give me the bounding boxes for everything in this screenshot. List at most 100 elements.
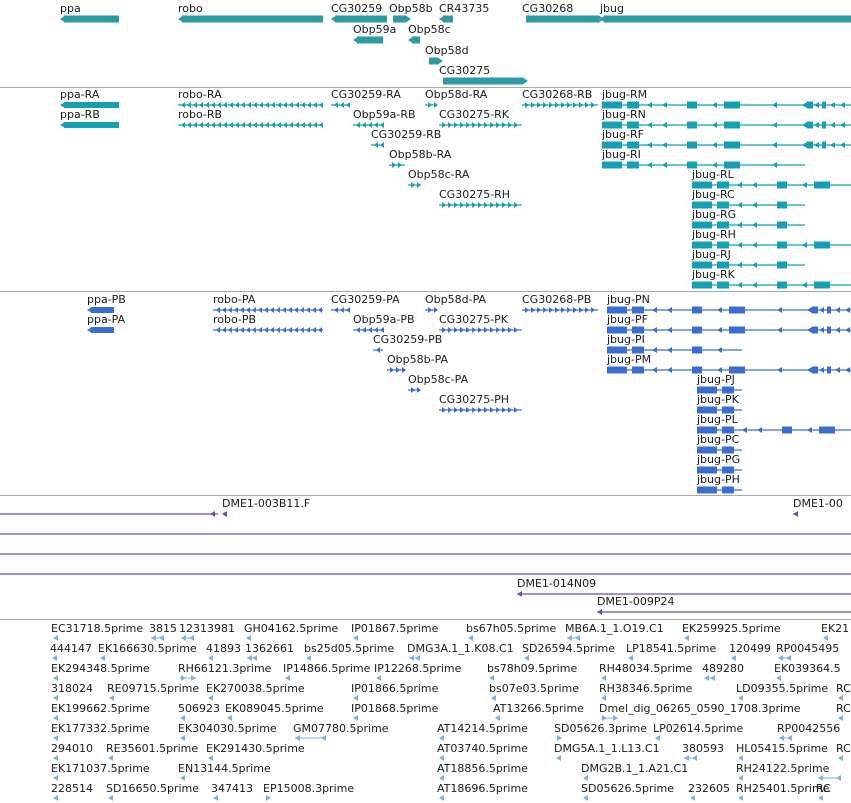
gene-obp58d[interactable]: Obp58d	[425, 44, 469, 65]
protein-robo-pb[interactable]: robo-PB	[213, 313, 323, 333]
transcript-jbug-rc[interactable]: jbug-RC	[691, 188, 805, 209]
protein-robo-pa[interactable]: robo-PA	[213, 293, 323, 313]
clone-dme1-014n09[interactable]: DME1-014N09	[517, 577, 851, 597]
gene-cr43735[interactable]: CR43735	[439, 2, 489, 23]
transcript-jbug-ri[interactable]: jbug-RI	[601, 148, 805, 169]
est-sd05626-5prime[interactable]: SD05626.5prime	[581, 782, 674, 801]
clone-dme1-003b11-f[interactable]: DME1-003B11.F	[0, 497, 310, 517]
est-sd05626-3prime[interactable]: SD05626.3prime	[554, 722, 647, 741]
est-at03740-5prime[interactable]: AT03740.5prime	[437, 742, 528, 761]
est-ep15008-3prime[interactable]: EP15008.3prime	[263, 782, 354, 801]
protein-jbug-pg[interactable]: jbug-PG	[696, 453, 742, 474]
transcript-cg30268-rb[interactable]: CG30268-RB	[522, 88, 598, 108]
est-bs67h05-5prime[interactable]: bs67h05.5prime	[466, 622, 556, 641]
transcript-cg30259-rb[interactable]: CG30259-RB	[371, 128, 441, 148]
est-gh04162-5prime[interactable]: GH04162.5prime	[244, 622, 339, 641]
protein-obp58d-pa[interactable]: Obp58d-PA	[425, 293, 487, 313]
est-ek039364-5[interactable]: EK039364.5	[774, 662, 841, 681]
est-ip01868-5prime[interactable]: IP01868.5prime	[351, 702, 439, 721]
transcript-robo-rb[interactable]: robo-RB	[178, 108, 323, 128]
protein-obp58b-pa[interactable]: Obp58b-PA	[387, 353, 449, 373]
est-ek21[interactable]: EK21	[821, 622, 849, 641]
est-ek171037-5prime[interactable]: EK171037.5prime	[51, 762, 150, 781]
protein-jbug-pl[interactable]: jbug-PL	[696, 413, 851, 434]
est-120499[interactable]: 120499	[729, 642, 771, 661]
est-re09715-5prime[interactable]: RE09715.5prime	[107, 682, 199, 701]
est-ek166630-5prime[interactable]: EK166630.5prime	[98, 642, 197, 661]
est-ek294348-5prime[interactable]: EK294348.5prime	[51, 662, 150, 681]
est-ek089045-5prime[interactable]: EK089045.5prime	[225, 702, 324, 721]
transcript-jbug-rf[interactable]: jbug-RF	[601, 128, 851, 149]
est-rc[interactable]: RC	[836, 742, 851, 761]
gene-cg30275[interactable]: CG30275	[439, 64, 528, 85]
est-ek177332-5prime[interactable]: EK177332.5prime	[51, 722, 150, 741]
est-ek304030-5prime[interactable]: EK304030.5prime	[178, 722, 277, 741]
protein-cg30275-ph[interactable]: CG30275-PH	[439, 393, 522, 413]
protein-jbug-pn[interactable]: jbug-PN	[606, 293, 851, 314]
transcript-jbug-rl[interactable]: jbug-RL	[691, 168, 851, 189]
est-3815[interactable]: 3815	[149, 622, 177, 641]
gene-jbug[interactable]: jbug	[599, 2, 851, 23]
transcript-ppa-rb[interactable]: ppa-RB	[60, 108, 119, 128]
est-read[interactable]	[818, 775, 841, 781]
est-mb6a-1-1-o19-c1[interactable]: MB6A.1_1.O19.C1	[565, 622, 664, 641]
protein-jbug-pm[interactable]: jbug-PM	[606, 353, 851, 374]
transcript-obp58d-ra[interactable]: Obp58d-RA	[425, 88, 488, 108]
gene-cg30259[interactable]: CG30259	[331, 2, 387, 23]
est-12313981[interactable]: 12313981	[179, 622, 235, 641]
protein-ppa-pa[interactable]: ppa-PA	[87, 313, 126, 333]
est-41893[interactable]: 41893	[206, 642, 241, 661]
est-ek199662-5prime[interactable]: EK199662.5prime	[51, 702, 150, 721]
est-bs78h09-5prime[interactable]: bs78h09.5prime	[487, 662, 577, 681]
est-ip12268-5prime[interactable]: IP12268.5prime	[374, 662, 462, 681]
est-rh24122-5prime[interactable]: RH24122.5prime	[736, 762, 830, 781]
transcript-cg30259-ra[interactable]: CG30259-RA	[331, 88, 401, 108]
est-228514[interactable]: 228514	[51, 782, 93, 801]
est-dmel-dig-06265-0590-1708-3prime[interactable]: Dmel_dig_06265_0590_1708.3prime	[599, 702, 801, 721]
est-1362661[interactable]: 1362661	[245, 642, 294, 661]
est-rh48034-5prime[interactable]: RH48034.5prime	[599, 662, 693, 681]
est-bs07e03-5prime[interactable]: bs07e03.5prime	[489, 682, 579, 701]
protein-cg30259-pb[interactable]: CG30259-PB	[373, 333, 442, 353]
transcript-jbug-rj[interactable]: jbug-RJ	[691, 248, 805, 269]
est-rh66121-3prime[interactable]: RH66121.3prime	[178, 662, 272, 681]
est-dmg2b-1-1-a21-c1[interactable]: DMG2B.1_1.A21.C1	[581, 762, 688, 781]
est-ip01867-5prime[interactable]: IP01867.5prime	[351, 622, 439, 641]
protein-jbug-ph[interactable]: jbug-PH	[696, 473, 742, 494]
protein-jbug-pf[interactable]: jbug-PF	[606, 313, 851, 334]
gene-obp58c[interactable]: Obp58c	[408, 23, 451, 44]
transcript-obp59a-rb[interactable]: Obp59a-RB	[353, 108, 416, 128]
protein-obp59a-pb[interactable]: Obp59a-PB	[353, 313, 415, 333]
est-at18856-5prime[interactable]: AT18856.5prime	[437, 762, 528, 781]
est-rc[interactable]: RC	[836, 682, 851, 701]
gene-obp59a[interactable]: Obp59a	[353, 23, 396, 44]
clone-dme1-00[interactable]: DME1-00	[793, 497, 843, 517]
transcript-obp58b-ra[interactable]: Obp58b-RA	[389, 148, 452, 168]
est-506923[interactable]: 506923	[178, 702, 220, 721]
est-ip01866-5prime[interactable]: IP01866.5prime	[351, 682, 439, 701]
gene-robo[interactable]: robo	[178, 2, 323, 23]
est-ec31718-5prime[interactable]: EC31718.5prime	[51, 622, 143, 641]
est-ek291430-5prime[interactable]: EK291430.5prime	[206, 742, 305, 761]
protein-jbug-pc[interactable]: jbug-PC	[696, 433, 742, 454]
gene-obp58b[interactable]: Obp58b	[389, 2, 433, 23]
est-dmg5a-1-1-l13-c1[interactable]: DMG5A.1_1.L13.C1	[554, 742, 660, 761]
transcript-cg30275-rh[interactable]: CG30275-RH	[439, 188, 522, 208]
est-rh25401-5prime[interactable]: RH25401.5prime	[736, 782, 830, 801]
est-at13266-5prime[interactable]: AT13266.5prime	[493, 702, 584, 721]
est-rc[interactable]: RC	[816, 782, 831, 801]
est-bs25d05-5prime[interactable]: bs25d05.5prime	[304, 642, 394, 661]
est-ld09355-5prime[interactable]: LD09355.5prime	[736, 682, 828, 701]
transcript-robo-ra[interactable]: robo-RA	[178, 88, 323, 108]
est-ip14866-5prime[interactable]: IP14866.5prime	[283, 662, 371, 681]
protein-cg30268-pb[interactable]: CG30268-PB	[522, 293, 598, 313]
est-re35601-5prime[interactable]: RE35601.5prime	[106, 742, 198, 761]
protein-jbug-pk[interactable]: jbug-PK	[696, 393, 742, 414]
est-444147[interactable]: 444147	[50, 642, 92, 661]
est-rp0045495[interactable]: RP0045495	[776, 642, 839, 661]
est-gm07780-5prime[interactable]: GM07780.5prime	[293, 722, 389, 741]
est-rh38346-5prime[interactable]: RH38346.5prime	[599, 682, 693, 701]
est-rp0042556[interactable]: RP0042556	[777, 722, 840, 741]
protein-cg30259-pa[interactable]: CG30259-PA	[331, 293, 400, 313]
transcript-jbug-rm[interactable]: jbug-RM	[601, 88, 851, 109]
